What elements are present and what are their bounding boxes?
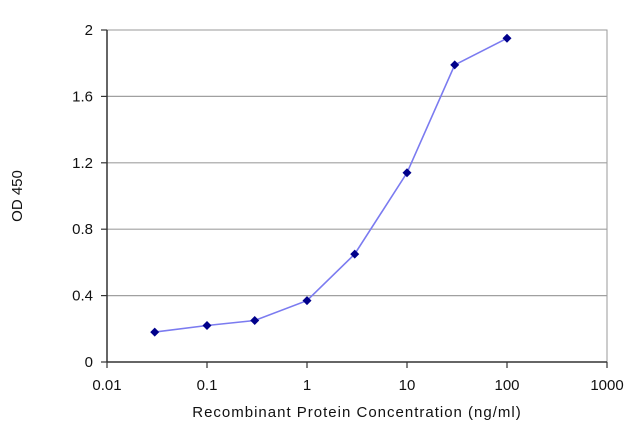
y-tick-label: 2 <box>85 22 93 39</box>
x-tick-label: 0.01 <box>92 377 121 394</box>
x-axis-title: Recombinant Protein Concentration (ng/ml… <box>192 404 521 421</box>
y-tick-label: 0.8 <box>72 221 93 238</box>
grid-lines <box>107 95 607 297</box>
y-ticks: 0 0.4 0.8 1.2 1.6 2 <box>72 22 107 371</box>
data-point <box>302 296 312 306</box>
x-tick-label: 10 <box>399 377 416 394</box>
x-tick-label: 1000 <box>590 377 623 394</box>
data-point <box>250 316 260 325</box>
x-tick-label: 100 <box>494 377 519 394</box>
y-tick-label: 1.2 <box>72 155 93 172</box>
y-tick-label: 1.6 <box>72 88 93 105</box>
x-ticks: 0.01 0.1 1 10 100 1000 <box>92 362 624 394</box>
data-point <box>402 168 412 178</box>
y-tick-label: 0 <box>85 354 93 371</box>
plot-area <box>106 29 608 363</box>
data-point <box>150 327 160 337</box>
y-axis-title: OD 450 <box>9 170 26 222</box>
x-tick-label: 1 <box>303 377 311 394</box>
data-point <box>202 320 212 330</box>
data-point <box>502 33 512 43</box>
data-point <box>350 249 360 259</box>
axes <box>106 30 607 363</box>
data-point <box>450 60 460 70</box>
series <box>150 33 512 337</box>
y-tick-label: 0.4 <box>72 288 93 305</box>
series-line <box>154 37 508 333</box>
x-tick-label: 0.1 <box>197 377 218 394</box>
